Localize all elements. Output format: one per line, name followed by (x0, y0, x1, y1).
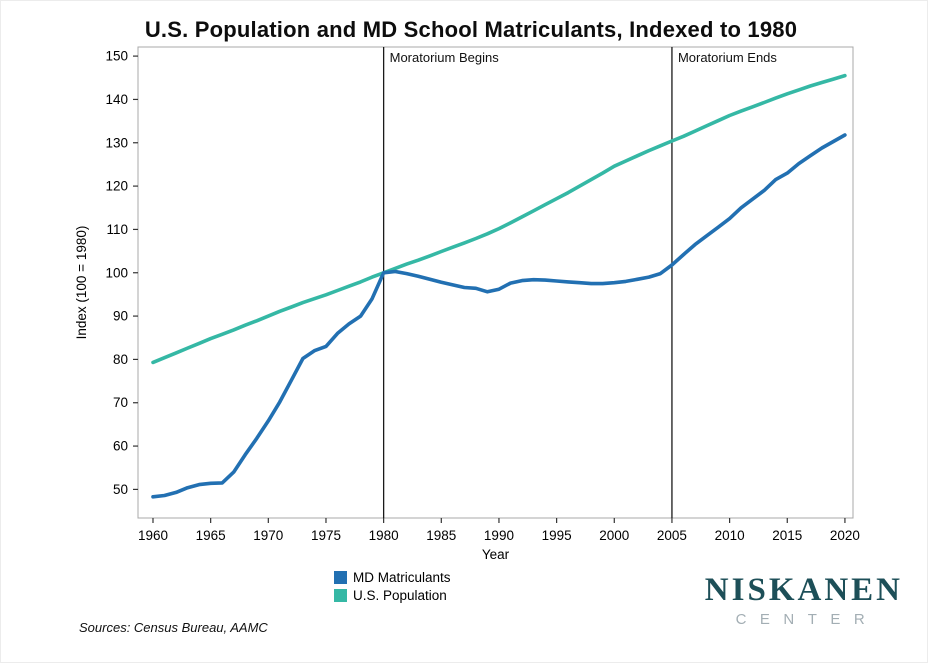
series-line-md-matriculants (151, 133, 847, 499)
y-tick-label: 80 (113, 352, 128, 367)
y-tick-label: 130 (105, 135, 128, 150)
plot-area-border (137, 46, 854, 519)
chart-title: U.S. Population and MD School Matriculan… (144, 17, 798, 42)
x-tick-label: 1995 (542, 528, 572, 543)
legend-label-us-population: U.S. Population (353, 587, 447, 603)
y-tick-label: 110 (106, 222, 128, 237)
y-tick-label: 100 (105, 265, 128, 280)
x-tick-label: 2015 (772, 528, 802, 543)
moratorium-label-ends: Moratorium Ends (678, 50, 777, 65)
legend-swatch-us-population (334, 588, 347, 602)
y-tick-label: 60 (113, 439, 128, 454)
legend-swatch-md-matriculants (334, 570, 347, 584)
y-axis-label: Index (100 = 1980) (74, 226, 89, 340)
x-tick-label: 1970 (253, 528, 283, 543)
x-tick-label: 1965 (196, 528, 226, 543)
x-tick-label: 1985 (426, 528, 456, 543)
x-tick-label: 2010 (715, 528, 745, 543)
legend-label-md-matriculants: MD Matriculants (353, 569, 451, 585)
y-tick-label: 150 (105, 49, 128, 64)
x-tick-label: 2005 (657, 528, 687, 543)
x-tick-label: 1960 (138, 528, 168, 543)
legend: MD Matriculants U.S. Population (334, 568, 451, 604)
logo-wordmark: NISKANEN (704, 572, 903, 608)
moratorium-label-begins: Moratorium Begins (390, 50, 500, 65)
legend-item-us-population: U.S. Population (334, 586, 451, 604)
x-axis-label: Year (482, 547, 510, 562)
x-tick-label: 2000 (599, 528, 629, 543)
x-tick-label: 1990 (484, 528, 514, 543)
y-tick-label: 50 (113, 482, 128, 497)
logo-subtitle: CENTER (735, 610, 879, 628)
x-tick-label: 1975 (311, 528, 341, 543)
x-tick-label: 1980 (369, 528, 399, 543)
y-tick-label: 70 (113, 395, 128, 410)
legend-item-md-matriculants: MD Matriculants (334, 568, 451, 586)
series-line-u-s-population (151, 73, 847, 365)
x-tick-label: 2020 (830, 528, 860, 543)
y-tick-label: 90 (113, 309, 128, 324)
sources-note: Sources: Census Bureau, AAMC (79, 620, 268, 635)
y-tick-label: 140 (105, 92, 128, 107)
y-tick-label: 120 (105, 179, 128, 194)
niskanen-center-logo: NISKANEN CENTER (705, 573, 903, 628)
